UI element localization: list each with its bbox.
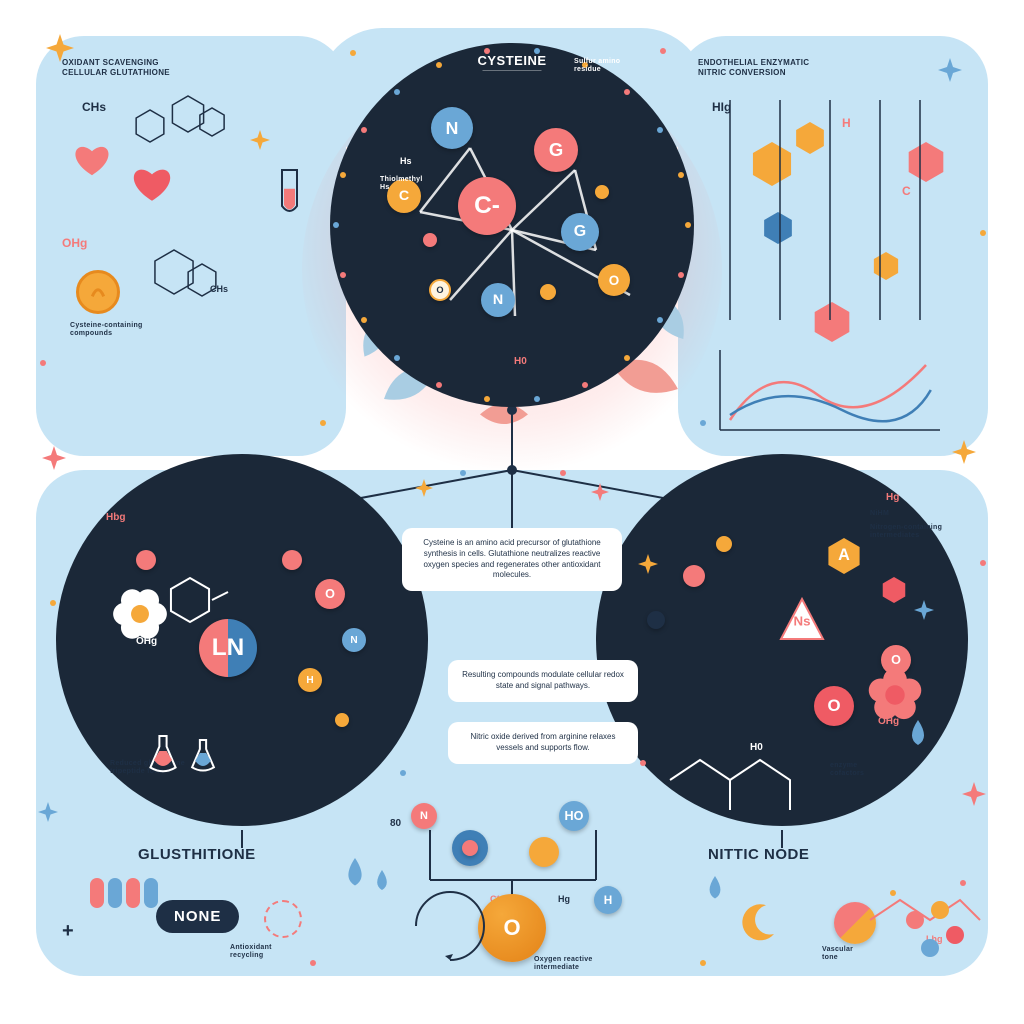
coin-icon bbox=[76, 270, 120, 314]
atom-left-3: N bbox=[342, 628, 366, 652]
formula-4: H0 bbox=[514, 356, 527, 367]
sparkle-icon bbox=[938, 58, 962, 82]
circle-top: CYSTEINEC-NGGONCO bbox=[330, 43, 694, 407]
formula-8: Hbg bbox=[106, 512, 125, 523]
none-badge: NONE bbox=[156, 900, 239, 933]
flask-icon bbox=[190, 740, 216, 771]
caption-5: Antioxidantrecycling bbox=[230, 944, 350, 961]
caption-1: Endothelial enzymaticnitric conversion bbox=[698, 58, 868, 77]
atom-top-5: N bbox=[481, 283, 515, 317]
svg-text:Ns: Ns bbox=[794, 614, 811, 629]
caption-11: Nitrogen-containingintermediates bbox=[870, 524, 950, 541]
bottom-dot-2: H bbox=[594, 886, 622, 914]
heart-icon bbox=[130, 162, 174, 206]
label-left: GLUSTHITIONE bbox=[138, 846, 256, 863]
testtube-icon bbox=[278, 168, 301, 214]
bottom-dot-5 bbox=[462, 840, 478, 856]
atom-top-3: G bbox=[561, 213, 599, 251]
sparkle-icon bbox=[415, 479, 433, 497]
sparkle-icon bbox=[46, 34, 74, 62]
atom-top-2: G bbox=[534, 128, 578, 172]
caption-8: Sulfur aminoresidue bbox=[574, 58, 664, 75]
droplet-icon bbox=[908, 720, 928, 746]
atom-top-10 bbox=[595, 185, 609, 199]
atom-top-0: C- bbox=[458, 177, 516, 235]
heart-icon bbox=[72, 140, 112, 180]
sparkle-icon bbox=[638, 554, 658, 574]
flask-icon bbox=[148, 736, 178, 772]
atom-left-4 bbox=[282, 550, 302, 570]
caption-2: Cysteine-containingcompounds bbox=[70, 322, 200, 339]
atom-top-9 bbox=[423, 233, 437, 247]
label-right: NITTIC NODE bbox=[708, 846, 809, 863]
mini-graph bbox=[710, 340, 950, 440]
sparkle-icon bbox=[962, 782, 986, 806]
plus-icon: + bbox=[62, 920, 74, 943]
droplet-icon bbox=[344, 858, 366, 887]
atom-top-4: O bbox=[598, 264, 630, 296]
sparkle-icon bbox=[914, 600, 934, 620]
atom-top-1: N bbox=[431, 107, 473, 149]
formula-10: Hg bbox=[886, 492, 899, 503]
bottom-dot-0: N bbox=[411, 803, 437, 829]
svg-text:A: A bbox=[838, 546, 850, 564]
caption-9: ThiolmethylHs bbox=[380, 176, 460, 193]
atom-left-2: H bbox=[298, 668, 322, 692]
caption-0: Oxidant scavengingcellular glutathione bbox=[62, 58, 212, 77]
atom-right-5 bbox=[683, 565, 705, 587]
atom-left-1: O bbox=[315, 579, 345, 609]
formula-0: CHs bbox=[82, 100, 106, 114]
droplet-icon bbox=[706, 876, 724, 899]
atom-top-7: O bbox=[429, 279, 451, 301]
textbox-2: Nitric oxide derived from arginine relax… bbox=[448, 722, 638, 764]
droplet-icon bbox=[374, 870, 390, 891]
atom-right-6 bbox=[716, 536, 732, 552]
textbox-0: Cysteine is an amino acid precursor of g… bbox=[402, 528, 622, 591]
textbox-1: Resulting compounds modulate cellular re… bbox=[448, 660, 638, 702]
caption-6: Oxygen reactiveintermediate bbox=[534, 956, 664, 973]
atom-right-7 bbox=[647, 611, 665, 629]
sparkle-icon bbox=[42, 446, 66, 470]
formula-16: Hg bbox=[558, 894, 570, 904]
formula-14: 80 bbox=[390, 818, 401, 829]
sparkle-icon bbox=[591, 483, 609, 501]
moon-icon bbox=[740, 902, 780, 942]
atom-top-8 bbox=[540, 284, 556, 300]
caption-10: NiHM bbox=[870, 510, 940, 518]
sparkle-icon bbox=[250, 130, 270, 150]
formula-3: Hs bbox=[400, 156, 412, 166]
bottom-dot-1: HO bbox=[559, 801, 589, 831]
bottom-dot-4 bbox=[529, 837, 559, 867]
formula-2: OHg bbox=[62, 236, 87, 250]
atom-left-5 bbox=[335, 713, 349, 727]
sparkle-icon bbox=[38, 802, 58, 822]
sparkle-icon bbox=[952, 440, 976, 464]
